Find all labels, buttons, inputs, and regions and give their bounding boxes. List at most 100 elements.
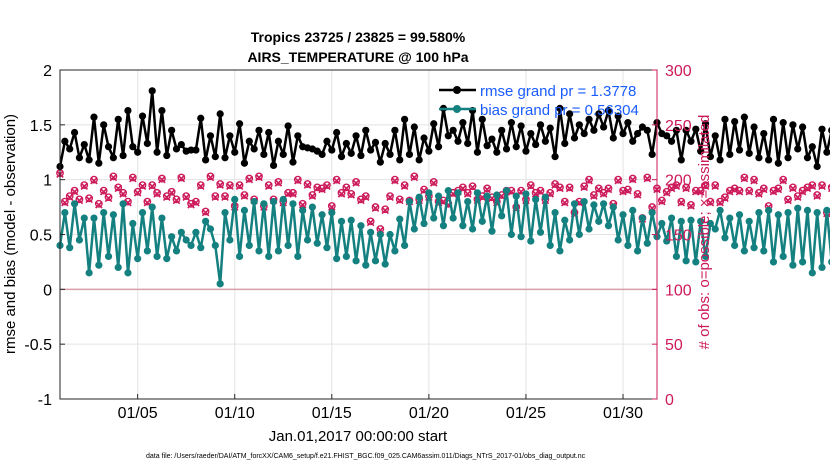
obs-assimilated-point <box>303 181 312 189</box>
obs-assimilated-point <box>740 174 749 183</box>
y-tick-label: 0.5 <box>30 228 52 245</box>
obs-assimilated-point <box>789 184 797 193</box>
bias-point <box>735 211 744 219</box>
rmse-point <box>255 126 263 134</box>
bias-point <box>401 241 409 250</box>
obs-possible-point <box>750 175 758 184</box>
obs-assimilated-point <box>196 182 205 191</box>
obs-assimilated-point <box>80 182 89 191</box>
obs-possible-point <box>70 186 79 195</box>
rmse-series <box>56 87 830 171</box>
y-tick-label: -0.5 <box>24 337 52 354</box>
bias-point <box>638 214 647 222</box>
bias-point <box>211 241 219 250</box>
bias-point <box>95 261 103 269</box>
bias-point <box>551 208 559 217</box>
obs-possible-point <box>706 197 715 206</box>
bias-point <box>488 227 496 235</box>
obs-assimilated-point <box>614 176 622 185</box>
rmse-point <box>235 120 244 128</box>
obs-possible-point <box>818 181 826 190</box>
y2-tick-label: 250 <box>665 118 692 135</box>
rmse-point <box>153 148 161 156</box>
bias-point <box>619 211 627 219</box>
rmse-point <box>70 128 79 137</box>
obs-possible-point <box>158 174 166 183</box>
obs-possible-point <box>400 181 409 190</box>
rmse-point <box>129 143 137 151</box>
y-tick-label: 1.5 <box>30 118 52 135</box>
obs-possible-point <box>114 183 123 192</box>
rmse-point <box>401 115 409 123</box>
obs-possible-point <box>148 181 157 190</box>
obs-possible-point <box>153 188 161 197</box>
obs-assimilated-point <box>245 175 254 184</box>
legend: rmse grand pr = 1.3778 bias grand pr = 0… <box>439 83 639 119</box>
bias-point <box>468 225 477 233</box>
obs-assimilated-point <box>779 176 787 185</box>
bias-point <box>779 252 787 261</box>
bias-series <box>56 187 830 288</box>
obs-possible-point <box>759 184 768 193</box>
rmse-point <box>663 132 671 140</box>
obs-assimilated-point <box>298 201 307 209</box>
rmse-point <box>478 115 486 123</box>
rmse-point <box>449 126 457 134</box>
rmse-point <box>75 154 84 162</box>
bias-point <box>633 247 642 255</box>
obs-assimilated-point <box>148 182 156 191</box>
bias-point <box>774 211 782 219</box>
bias-point <box>240 206 249 214</box>
obs-assimilated-point <box>468 183 477 192</box>
obs-assimilated-point <box>726 187 734 196</box>
bias-point <box>386 230 394 239</box>
obs-possible-point <box>585 175 593 184</box>
bias-point <box>265 252 273 261</box>
obs-assimilated-point <box>104 194 113 203</box>
rmse-point <box>546 124 554 132</box>
rmse-point <box>362 126 370 134</box>
obs-possible-point <box>60 197 69 206</box>
obs-possible-point <box>755 188 763 197</box>
obs-possible-point <box>604 184 613 193</box>
obs-possible-point <box>303 180 312 188</box>
obs-possible-point <box>216 180 225 188</box>
rmse-point <box>221 154 229 162</box>
bias-point <box>745 217 753 225</box>
rmse-point <box>483 142 491 150</box>
rmse-point <box>595 110 603 118</box>
rmse-point <box>211 153 219 161</box>
bias-point <box>750 244 758 252</box>
bias-point <box>546 241 554 250</box>
legend-rmse-label: rmse grand pr = 1.3778 <box>480 83 636 100</box>
obs-possible-point <box>614 175 623 184</box>
rmse-point <box>245 137 253 145</box>
bias-point <box>318 211 326 219</box>
bias-point <box>357 222 365 230</box>
bias-point <box>192 228 200 236</box>
bias-point <box>663 237 671 245</box>
bias-point <box>313 239 321 247</box>
bias-point <box>794 204 802 212</box>
y2-axis-label: # of obs: o=possible; ×=assimilated <box>696 115 713 350</box>
rmse-point <box>750 123 758 131</box>
x-axis-label: Jan.01,2017 00:00:00 start <box>269 428 448 445</box>
rmse-point <box>444 132 452 140</box>
rmse-point <box>614 112 622 120</box>
obs-possible-point <box>386 192 394 201</box>
obs-assimilated-point <box>357 196 365 205</box>
obs-possible-point <box>391 175 399 184</box>
rmse-point <box>274 137 283 145</box>
rmse-point <box>177 140 185 149</box>
bias-point <box>269 198 278 206</box>
obs-assimilated-point <box>362 193 370 201</box>
bias-point <box>658 219 666 228</box>
obs-possible-point <box>128 173 137 182</box>
bias-point <box>643 239 651 247</box>
obs-possible-point <box>711 181 720 190</box>
obs-assimilated-point <box>808 182 817 191</box>
bias-point <box>706 219 714 228</box>
obs-possible-point <box>162 192 171 201</box>
bias-point <box>507 230 515 239</box>
